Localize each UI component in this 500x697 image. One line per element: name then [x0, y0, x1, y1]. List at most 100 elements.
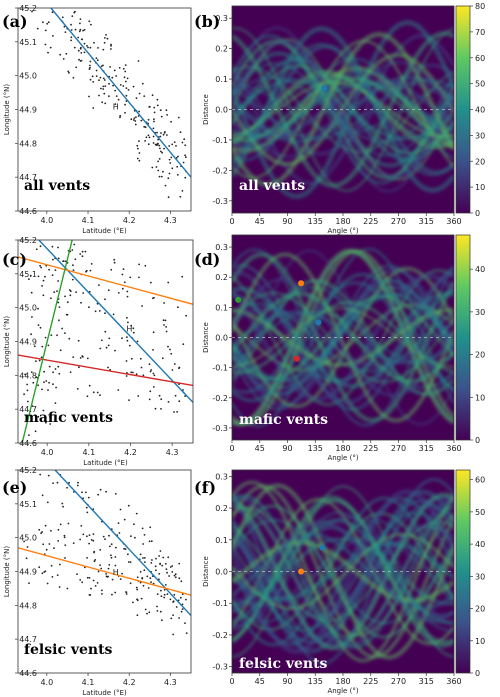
vent-point	[98, 284, 100, 286]
hough-curve	[232, 499, 454, 644]
fit-line-1	[50, 8, 191, 178]
vent-point	[28, 582, 30, 584]
vent-point	[134, 536, 136, 539]
vent-point	[154, 407, 157, 410]
vent-point	[137, 60, 140, 62]
vent-point	[161, 619, 163, 622]
vent-point	[157, 138, 160, 141]
colorbar-tick-label: 40	[475, 540, 485, 549]
vent-point	[42, 543, 45, 546]
colorbar-tick-label: 20	[475, 157, 485, 166]
vent-point	[159, 147, 161, 150]
vent-point	[155, 557, 157, 560]
y-tick-label: 0.2	[215, 504, 228, 513]
vent-point	[127, 89, 130, 91]
vent-point	[126, 290, 129, 293]
vent-point	[154, 565, 157, 568]
x-tick-label: 4.2	[123, 678, 136, 687]
vent-point	[50, 297, 52, 300]
colorbar-tick-label: 10	[475, 637, 485, 646]
vent-point	[163, 147, 166, 150]
peak-marker	[293, 355, 300, 362]
vent-point	[47, 21, 50, 24]
vent-point	[100, 65, 103, 68]
vent-point	[35, 376, 37, 378]
vent-point	[26, 383, 28, 386]
vent-point	[23, 540, 25, 543]
vent-point	[41, 388, 43, 391]
vent-point	[65, 313, 68, 316]
annotation-h: H	[113, 103, 119, 112]
vent-point	[173, 141, 176, 144]
panel-b: 0 45 90 135 180 225 270 315 360 -0.3 -0.2 -0.1 0.0 0.…	[194, 2, 485, 235]
x-tick-label: 4.2	[124, 448, 137, 457]
vent-point	[136, 576, 139, 579]
x-axis-label: Angle (°)	[327, 687, 358, 695]
hough-curve	[232, 504, 454, 639]
vent-point	[156, 104, 159, 107]
vent-point	[111, 578, 114, 581]
colorbar-tick-label: 10	[475, 393, 485, 402]
vent-point	[119, 578, 122, 580]
vent-point	[166, 571, 169, 574]
colorbar-tick-label: 60	[475, 476, 485, 485]
vent-point	[125, 360, 128, 362]
vent-point	[42, 21, 44, 24]
vent-point	[102, 48, 105, 51]
vent-point	[127, 561, 130, 563]
x-tick-label: 315	[419, 217, 434, 226]
hough-curve	[232, 277, 454, 398]
vent-point	[47, 389, 49, 391]
vent-point	[171, 571, 174, 573]
y-tick-label: -0.1	[212, 364, 228, 373]
vent-point	[98, 79, 100, 82]
vent-point	[130, 324, 133, 327]
vent-point	[153, 111, 156, 114]
vent-point	[42, 409, 45, 412]
vent-point	[159, 562, 162, 565]
vent-point	[143, 534, 146, 536]
vent-point	[92, 533, 95, 535]
y-tick-label: 45.2	[19, 466, 37, 475]
vent-point	[59, 563, 61, 566]
vent-point	[124, 103, 126, 106]
fit-line-1	[54, 470, 191, 616]
x-tick-label: 90	[282, 217, 292, 226]
vent-point	[39, 473, 42, 476]
vent-point	[42, 294, 45, 297]
hough-curve	[232, 291, 454, 384]
vent-point	[78, 366, 80, 369]
vent-point	[123, 547, 125, 550]
vent-point	[175, 145, 177, 147]
vent-point	[144, 608, 147, 611]
vent-point	[153, 374, 156, 377]
vent-point	[48, 381, 50, 384]
vent-point	[151, 559, 153, 561]
vent-point	[134, 120, 137, 122]
vent-point	[104, 85, 107, 87]
vent-point	[141, 527, 144, 530]
vent-point	[164, 584, 167, 586]
vent-point	[147, 134, 150, 137]
hough-curve	[232, 518, 454, 625]
vent-point	[167, 401, 170, 403]
vent-point	[156, 131, 158, 134]
vent-point	[141, 305, 144, 307]
vent-point	[140, 366, 143, 369]
colorbar-tick-label: 70	[475, 28, 485, 37]
vent-point	[72, 76, 75, 79]
y-tick-label: 0.0	[215, 568, 228, 577]
vent-point	[123, 518, 126, 521]
vent-point	[168, 172, 171, 175]
vent-point	[143, 95, 146, 97]
vent-point	[122, 85, 125, 87]
vent-point	[163, 593, 166, 596]
vent-point	[61, 502, 64, 505]
vent-point	[140, 119, 143, 122]
vent-point	[155, 569, 157, 572]
vent-point	[159, 135, 162, 138]
y-tick-label: -0.2	[212, 394, 228, 403]
hough-curve	[232, 480, 454, 663]
vent-point	[37, 415, 40, 418]
